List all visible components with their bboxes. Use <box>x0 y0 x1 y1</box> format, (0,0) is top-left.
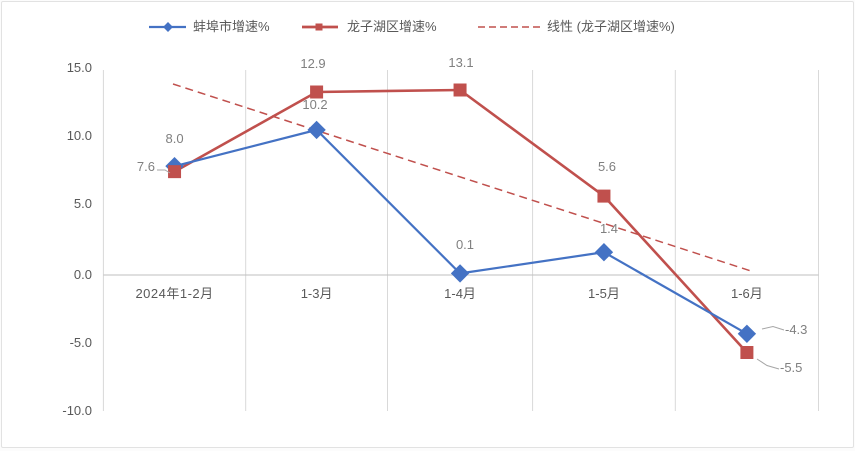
svg-text:-5.0: -5.0 <box>70 335 92 350</box>
svg-text:0.1: 0.1 <box>456 237 474 252</box>
svg-text:8.0: 8.0 <box>166 131 184 146</box>
svg-text:1-6月: 1-6月 <box>731 286 763 301</box>
svg-text:1-5月: 1-5月 <box>588 286 620 301</box>
svg-text:蚌埠市增速%: 蚌埠市增速% <box>193 19 270 34</box>
svg-text:-5.5: -5.5 <box>780 360 802 375</box>
svg-text:0.0: 0.0 <box>74 267 92 282</box>
svg-text:1.4: 1.4 <box>600 221 618 236</box>
svg-text:1-3月: 1-3月 <box>301 286 333 301</box>
svg-text:10.2: 10.2 <box>302 97 327 112</box>
svg-text:1-4月: 1-4月 <box>444 286 476 301</box>
svg-text:13.1: 13.1 <box>448 55 473 70</box>
svg-text:15.0: 15.0 <box>67 60 92 75</box>
svg-text:-4.3: -4.3 <box>785 322 807 337</box>
svg-text:2024年1-2月: 2024年1-2月 <box>135 286 213 301</box>
svg-text:-10.0: -10.0 <box>62 403 92 418</box>
svg-text:5.6: 5.6 <box>598 159 616 174</box>
svg-text:龙子湖区增速%: 龙子湖区增速% <box>347 19 437 34</box>
svg-text:7.6: 7.6 <box>137 159 155 174</box>
svg-text:5.0: 5.0 <box>74 196 92 211</box>
svg-text:10.0: 10.0 <box>67 128 92 143</box>
svg-text:线性 (龙子湖区增速%): 线性 (龙子湖区增速%) <box>547 19 675 34</box>
svg-text:12.9: 12.9 <box>300 56 325 71</box>
